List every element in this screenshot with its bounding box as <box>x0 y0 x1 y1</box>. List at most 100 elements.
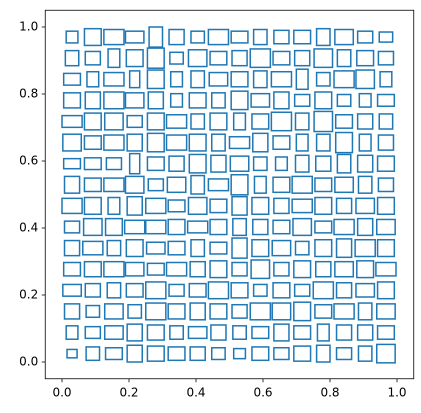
rectangle <box>210 133 226 152</box>
rectangle <box>272 282 291 299</box>
rectangle <box>355 197 376 215</box>
rectangle <box>314 91 333 110</box>
rectangle <box>128 152 141 175</box>
rectangle <box>291 198 313 214</box>
rectangle <box>209 303 228 320</box>
rectangle <box>273 323 290 342</box>
rectangle <box>209 50 228 66</box>
rectangle <box>188 133 207 152</box>
rectangle <box>272 219 291 235</box>
rectangle <box>315 27 331 47</box>
rectangle <box>83 112 102 131</box>
rectangle <box>190 70 206 89</box>
rectangle <box>167 346 186 362</box>
rectangle <box>252 28 268 46</box>
rectangle <box>228 135 251 150</box>
rectangle <box>103 177 125 193</box>
rectangle <box>354 238 376 258</box>
rectangle <box>103 71 125 87</box>
rectangle <box>252 283 268 297</box>
rectangle <box>124 92 145 109</box>
rectangle <box>64 49 80 67</box>
rectangle <box>209 198 228 214</box>
rectangle <box>167 199 186 213</box>
rectangle <box>293 301 312 322</box>
rectangle <box>356 154 374 173</box>
rectangle <box>294 154 310 173</box>
rectangle <box>124 30 145 44</box>
rectangle <box>355 282 376 298</box>
rectangle <box>187 49 208 68</box>
rectangle <box>189 302 206 321</box>
rectangle <box>249 302 272 321</box>
rectangle <box>62 283 83 297</box>
rectangle <box>355 69 376 90</box>
rectangle <box>186 220 209 234</box>
rectangle <box>251 238 270 258</box>
rectangle <box>333 303 355 320</box>
rectangle <box>293 283 311 297</box>
rectangle <box>230 173 249 196</box>
y-tick-label: 0.4 <box>19 221 38 235</box>
rectangle <box>231 261 248 277</box>
rectangle <box>358 133 372 152</box>
rectangle <box>251 325 270 340</box>
rectangle <box>232 347 247 360</box>
rectangle <box>252 132 269 153</box>
rectangle <box>126 344 143 363</box>
rectangle <box>207 28 230 46</box>
rectangle <box>314 220 333 234</box>
rectangle <box>209 260 228 279</box>
rectangle <box>253 175 267 194</box>
rectangle <box>210 324 227 341</box>
rectangle <box>146 345 165 362</box>
rectangle <box>103 134 125 151</box>
y-tick-label: 1.0 <box>19 20 38 34</box>
rectangle <box>84 50 102 66</box>
rectangle <box>249 48 272 69</box>
rectangle <box>85 304 101 319</box>
rectangle <box>273 261 290 277</box>
rectangle <box>251 346 270 362</box>
rectangle <box>335 324 353 341</box>
rectangle <box>126 195 143 216</box>
rectangle <box>84 282 102 298</box>
rectangle <box>335 282 353 299</box>
rectangle <box>104 347 124 361</box>
rectangle <box>315 155 332 172</box>
x-tick-label: 1.0 <box>387 385 406 399</box>
rectangle <box>272 50 291 66</box>
rectangle <box>169 51 185 65</box>
rectangle <box>293 325 312 340</box>
rectangle <box>375 218 396 236</box>
rectangle <box>270 111 293 132</box>
rectangle <box>210 347 226 361</box>
rectangle <box>84 325 102 340</box>
rectangle <box>83 27 102 47</box>
rectangle <box>232 112 247 131</box>
rectangle <box>376 238 396 258</box>
rectangle <box>83 157 102 171</box>
rectangle <box>166 176 187 194</box>
rectangle <box>378 113 394 130</box>
rectangle <box>293 49 311 67</box>
rectangle <box>232 325 248 340</box>
rectangle <box>357 175 373 194</box>
rectangle <box>106 282 122 299</box>
rectangle <box>315 71 331 87</box>
rectangle <box>315 344 331 363</box>
rectangle <box>294 240 310 256</box>
rectangle <box>273 197 290 215</box>
rectangle <box>146 47 165 69</box>
rectangle <box>375 261 397 277</box>
rectangle <box>251 113 270 130</box>
rectangle <box>335 238 353 259</box>
rectangle <box>66 348 78 359</box>
rectangle <box>335 197 353 215</box>
rectangle <box>165 134 188 151</box>
rectangle <box>209 112 228 131</box>
rectangle <box>231 237 248 259</box>
rectangle <box>145 219 167 235</box>
rectangle <box>188 92 207 109</box>
rectangle <box>231 49 248 67</box>
